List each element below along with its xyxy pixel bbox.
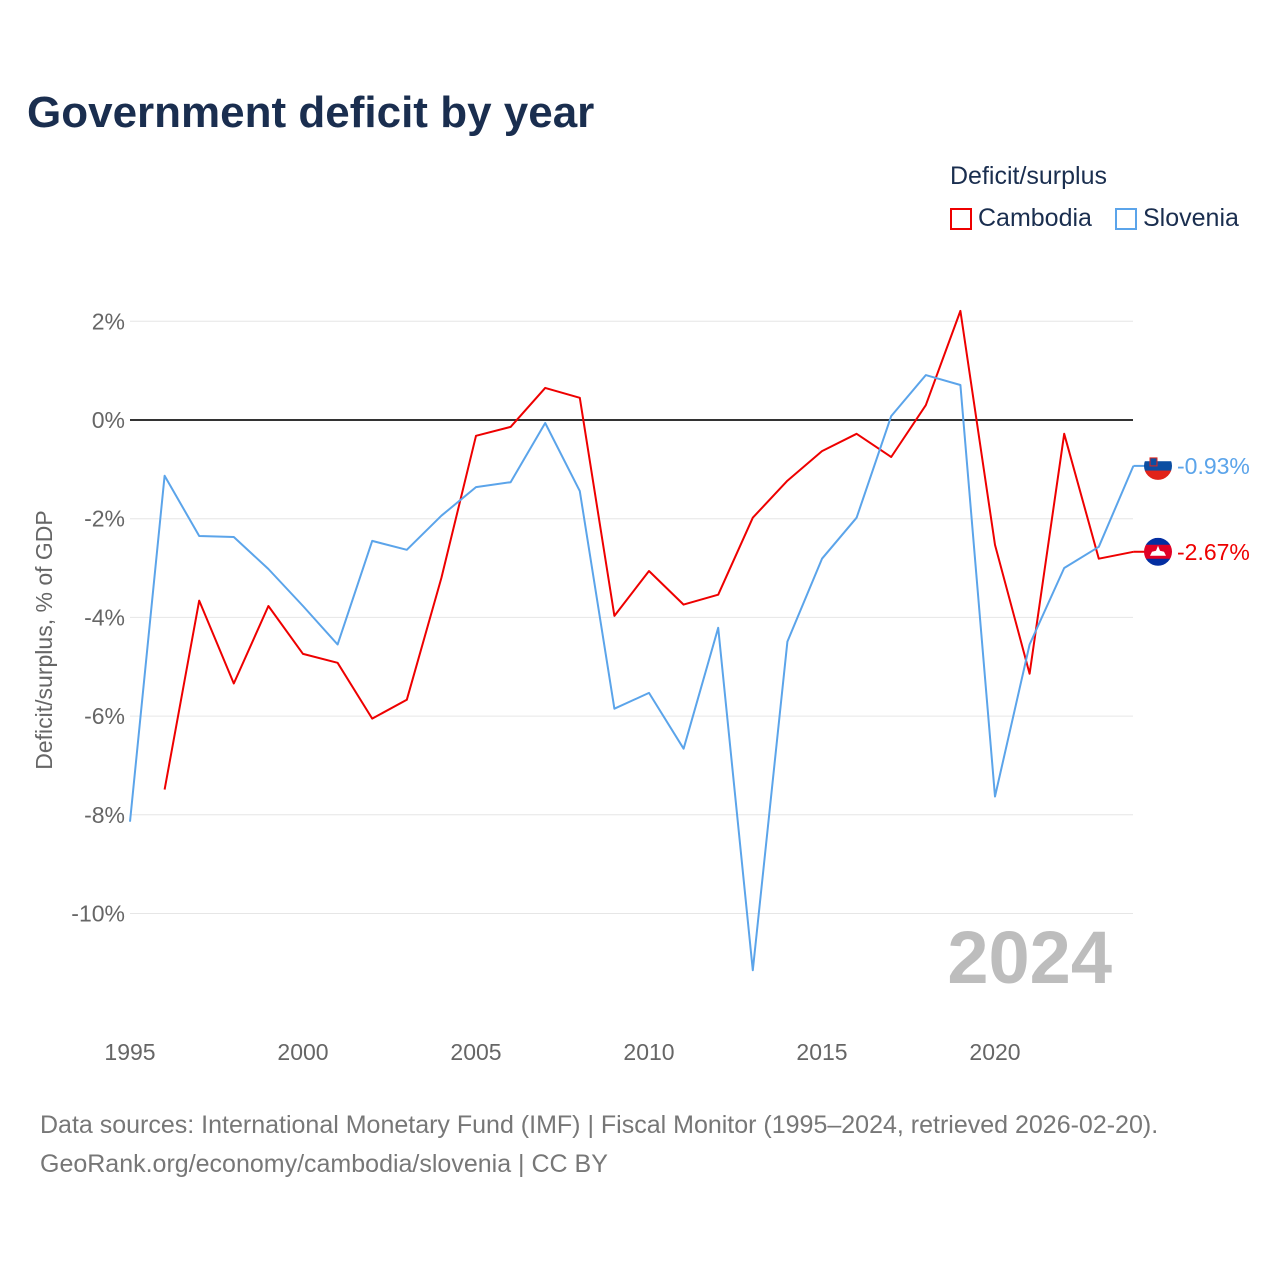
x-tick-label: 2000 bbox=[277, 1039, 328, 1065]
end-value-label: -2.67% bbox=[1177, 539, 1250, 565]
x-tick-label: 1995 bbox=[104, 1039, 155, 1065]
y-tick-label: -10% bbox=[71, 901, 125, 927]
cambodia-flag-icon bbox=[1144, 537, 1172, 566]
x-tick-label: 2005 bbox=[450, 1039, 501, 1065]
legend-item-cambodia[interactable]: Cambodia bbox=[950, 204, 1092, 233]
y-tick-label: -2% bbox=[84, 506, 125, 532]
x-tick-label: 2010 bbox=[623, 1039, 674, 1065]
y-tick-label: 2% bbox=[92, 308, 125, 334]
series-line-cambodia bbox=[163, 309, 1134, 790]
legend-title: Deficit/surplus bbox=[950, 162, 1107, 190]
y-axis-label: Deficit/surplus, % of GDP bbox=[31, 510, 57, 769]
y-tick-label: -8% bbox=[84, 802, 125, 828]
chart-title: Government deficit by year bbox=[27, 88, 595, 137]
slovenia-flag-icon bbox=[1144, 451, 1172, 480]
source-line-2[interactable]: GeoRank.org/economy/cambodia/slovenia | … bbox=[40, 1150, 608, 1178]
end-value-label: -0.93% bbox=[1177, 453, 1250, 479]
y-tick-label: -4% bbox=[84, 604, 125, 630]
year-watermark: 2024 bbox=[947, 916, 1112, 999]
source-line-1: Data sources: International Monetary Fun… bbox=[40, 1111, 1159, 1139]
x-tick-label: 2015 bbox=[796, 1039, 847, 1065]
legend-swatch-slovenia bbox=[1115, 207, 1137, 230]
y-tick-label: 0% bbox=[92, 407, 125, 433]
legend-label: Cambodia bbox=[978, 204, 1092, 232]
legend-label: Slovenia bbox=[1143, 204, 1239, 232]
legend-swatch-cambodia bbox=[950, 207, 972, 230]
series-line-slovenia bbox=[129, 374, 1135, 972]
legend-item-slovenia[interactable]: Slovenia bbox=[1115, 204, 1239, 233]
x-tick-label: 2020 bbox=[969, 1039, 1020, 1065]
source-note: Data sources: International Monetary Fun… bbox=[40, 1106, 1158, 1184]
y-tick-label: -6% bbox=[84, 703, 125, 729]
